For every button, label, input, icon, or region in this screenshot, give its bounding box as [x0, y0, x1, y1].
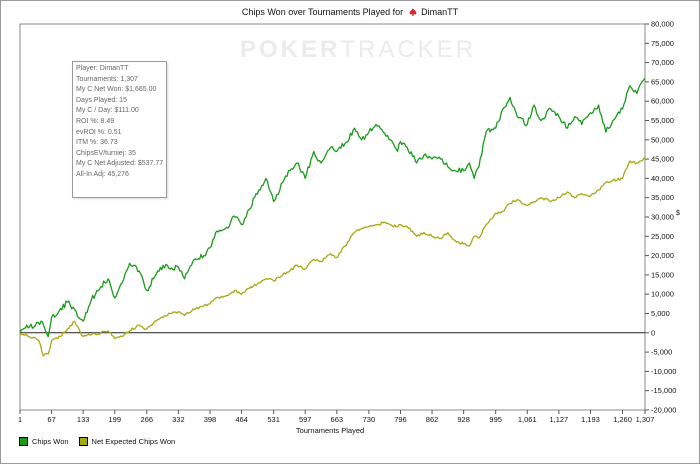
chart-title: Chips Won over Tournaments Played for Di… [0, 7, 700, 17]
stat-line: My C Net Won: $1,665.00 [76, 86, 157, 94]
y-tick-label: 20,000 [651, 251, 674, 260]
series-line-net-expected [19, 157, 646, 357]
x-tick-label: 597 [299, 415, 312, 424]
x-tick-label: 1,127 [549, 415, 568, 424]
x-tick-label: 67 [47, 415, 55, 424]
legend-label: Net Expected Chips Won [91, 436, 176, 446]
x-tick-label: 531 [267, 415, 280, 424]
y-tick-label: -5,000 [651, 348, 672, 357]
stat-line: Player: DimanTT [76, 65, 129, 72]
x-tick-label: 266 [141, 415, 154, 424]
player-stats-box: Player: DimanTT Tournaments: 1,307 My C Ne… [72, 61, 167, 198]
player-name: DimanTT [421, 7, 459, 17]
y-tick-label: 65,000 [651, 77, 674, 86]
x-tick-label: 995 [489, 415, 502, 424]
x-tick-label: 862 [426, 415, 439, 424]
y-tick-label: 60,000 [651, 97, 674, 106]
x-tick-label: 1,260 [613, 415, 632, 424]
y-tick-label: 0 [651, 328, 655, 337]
stat-line: Tournaments: 1,307 [76, 75, 138, 83]
chart-legend: Chips Won Net Expected Chips Won [19, 434, 185, 448]
x-tick-label: 1,061 [518, 415, 537, 424]
y-tick-label: 70,000 [651, 58, 674, 67]
y-tick-label: 25,000 [651, 232, 674, 241]
x-tick-label: 928 [457, 415, 470, 424]
x-tick-label: 730 [363, 415, 376, 424]
x-tick-label: 133 [77, 415, 90, 424]
y-tick-label: 45,000 [651, 155, 674, 164]
series-line-chips-won [19, 77, 646, 338]
y-tick-label: 15,000 [651, 270, 674, 279]
stat-line: Days Played: 15 [76, 96, 127, 104]
legend-label: Chips Won [32, 436, 69, 446]
legend-swatch [78, 436, 88, 446]
legend-item: Chips Won [19, 436, 69, 446]
legend-item: Net Expected Chips Won [78, 436, 176, 446]
x-tick-label: 796 [394, 415, 407, 424]
spade-icon [409, 8, 416, 16]
y-tick-label: 5,000 [651, 309, 670, 318]
x-axis-label: Tournaments Played [295, 426, 365, 435]
y-tick-label: -20,000 [651, 406, 676, 415]
y-tick-label: -15,000 [651, 386, 676, 395]
chart-title-text: Chips Won over Tournaments Played for [241, 7, 404, 17]
y-tick-label: 55,000 [651, 116, 674, 125]
y-tick-label: 75,000 [651, 39, 674, 48]
y-tick-label: -10,000 [651, 367, 676, 376]
stat-line: My C Net Adjusted: $537.77 [76, 160, 164, 168]
x-tick-label: 398 [204, 415, 217, 424]
stat-line: ChipsEV/turniej: 35 [76, 149, 136, 157]
y-tick-label: 10,000 [651, 290, 674, 299]
x-tick-label: 464 [235, 415, 248, 424]
stat-line: evROI %: 0.51 [76, 128, 122, 136]
stat-line: All-In Adj: 45,276 [76, 170, 129, 178]
y-tick-label: 30,000 [651, 213, 674, 222]
pokertracker-watermark: POKERTRACKER [240, 36, 477, 63]
y-tick-label: 35,000 [651, 193, 674, 202]
y-tick-label: 80,000 [651, 20, 674, 29]
x-tick-label: 332 [172, 415, 185, 424]
legend-swatch [19, 436, 28, 446]
x-tick-label: 663 [331, 415, 344, 424]
y-tick-label: 50,000 [651, 135, 674, 144]
y-axis-label: $ [676, 210, 680, 217]
y-tick-label: 40,000 [651, 174, 674, 183]
x-tick-label: 1 [18, 415, 22, 424]
stat-line: ROI %: 8.49 [76, 117, 115, 125]
x-tick-label: 1,307 [636, 415, 655, 424]
stat-line: My C / Day: $111.00 [76, 107, 139, 115]
stat-line: ITM %: 36.73 [76, 139, 118, 147]
x-tick-label: 199 [108, 415, 121, 424]
x-tick-label: 1,193 [581, 415, 600, 424]
